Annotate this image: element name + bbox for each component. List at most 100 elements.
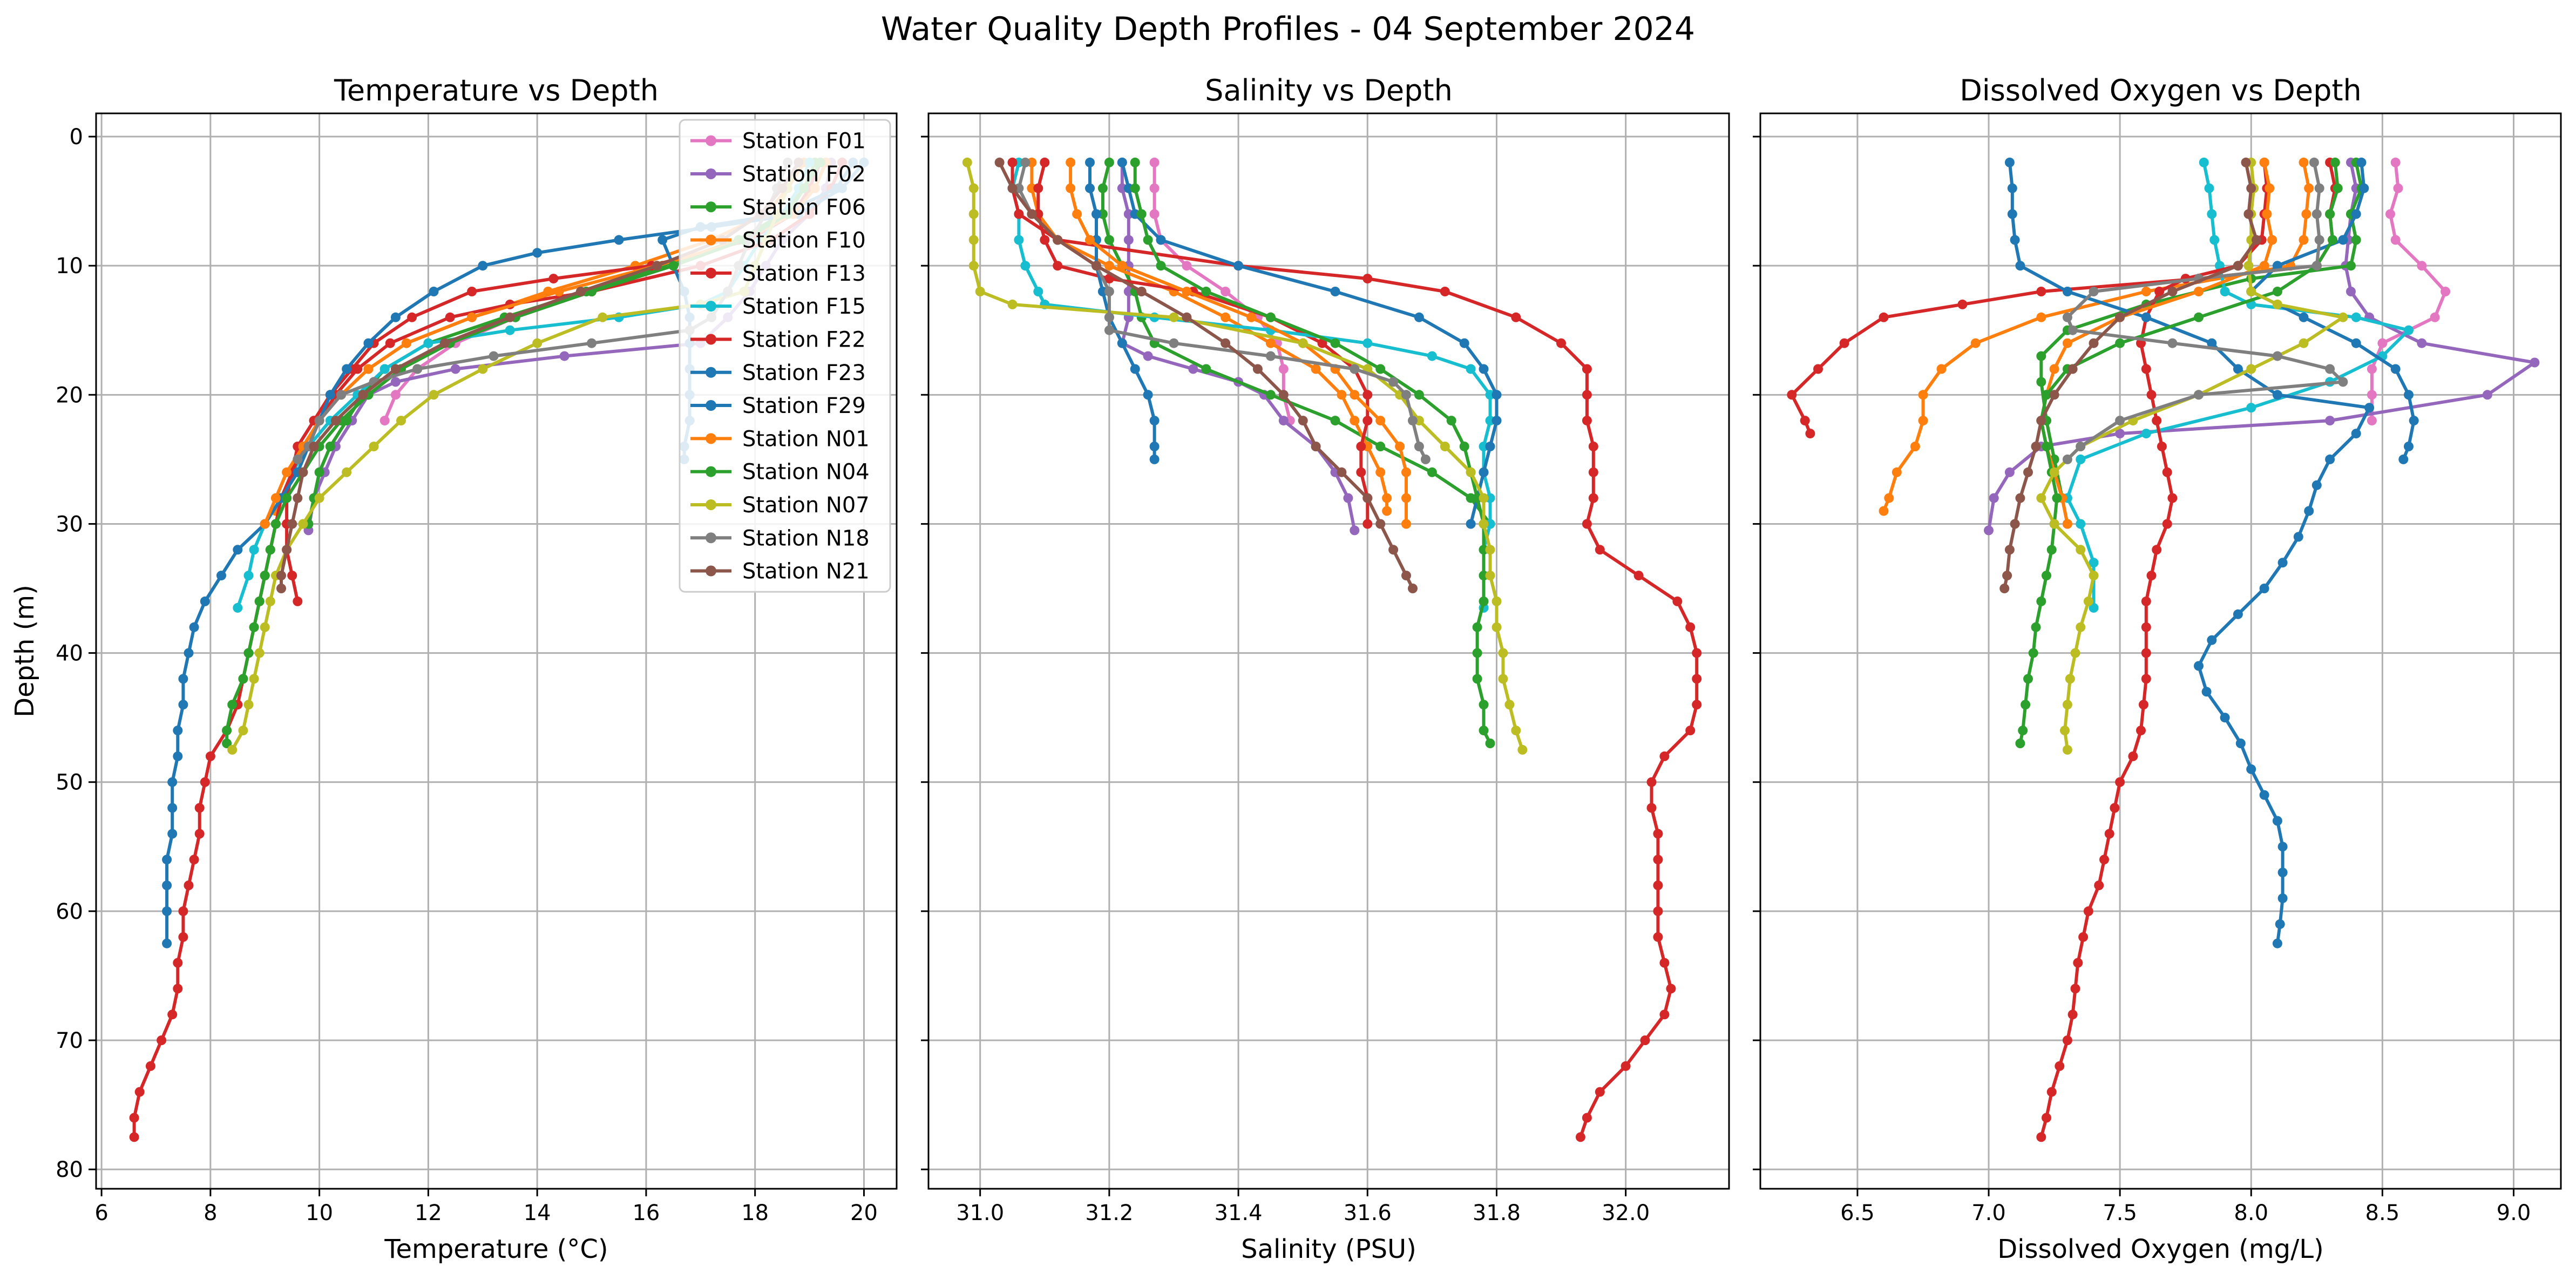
legend-label: Station N07 <box>742 493 870 518</box>
data-point <box>2104 829 2114 839</box>
panel-2: 31.0 31.2 31.4 31.6 31.8 32.0 Salinity vs Dept… <box>921 73 1730 1264</box>
data-point <box>2246 764 2256 774</box>
data-point <box>1989 493 1999 503</box>
data-point <box>1233 261 1244 271</box>
data-point <box>1350 416 1360 426</box>
y-tick-label: 30 <box>56 512 83 537</box>
data-point <box>2277 842 2288 852</box>
data-point <box>2194 287 2204 296</box>
series-group <box>1787 157 2540 1142</box>
data-point <box>1382 493 1392 503</box>
data-point <box>1375 364 1386 374</box>
x-tick-label: 31.6 <box>1344 1201 1392 1225</box>
data-point <box>489 351 499 361</box>
data-point <box>2004 545 2015 555</box>
data-point <box>314 493 324 503</box>
data-point <box>1362 416 1373 426</box>
data-point <box>2002 571 2012 581</box>
data-point <box>1582 364 1592 374</box>
data-point <box>2062 312 2072 322</box>
data-point <box>532 248 543 258</box>
data-point <box>2046 545 2057 555</box>
x-tick-label: 8.5 <box>2365 1201 2400 1225</box>
data-point <box>439 338 450 348</box>
data-point <box>2023 674 2033 684</box>
data-point <box>287 519 297 529</box>
data-point <box>2021 700 2031 710</box>
data-point <box>1350 364 1360 374</box>
data-point <box>342 467 352 477</box>
data-point <box>2115 416 2125 426</box>
data-point <box>1492 622 1502 632</box>
data-point <box>1401 493 1411 503</box>
data-point <box>1910 442 1920 451</box>
data-point <box>2141 429 2151 439</box>
data-point <box>2246 364 2256 374</box>
data-point <box>1278 416 1289 426</box>
data-point <box>1466 364 1476 374</box>
x-tick-label: 31.8 <box>1473 1201 1521 1225</box>
data-point <box>1330 338 1340 348</box>
data-point <box>2277 558 2288 568</box>
data-point <box>1646 777 1657 787</box>
data-point <box>1117 157 1127 167</box>
data-point <box>2385 209 2395 219</box>
data-point <box>2031 442 2041 451</box>
data-point <box>249 674 259 684</box>
data-point <box>1085 183 1095 193</box>
series-line <box>2018 160 2340 745</box>
data-point <box>2338 377 2348 387</box>
data-point <box>1053 261 1063 271</box>
data-point <box>2304 183 2314 193</box>
data-point <box>1813 364 1823 374</box>
data-point <box>2351 235 2361 245</box>
x-tick-label: 12 <box>415 1201 442 1225</box>
data-point <box>1588 442 1598 451</box>
data-point <box>1350 390 1360 400</box>
data-point <box>2036 493 2046 503</box>
data-point <box>2146 390 2157 400</box>
data-point <box>2201 687 2212 697</box>
data-point <box>222 726 232 736</box>
data-point <box>1479 493 1489 503</box>
data-point <box>1246 312 1256 322</box>
data-point <box>2259 790 2269 800</box>
data-point <box>2272 287 2282 296</box>
data-point <box>1149 454 1160 464</box>
data-point <box>1278 390 1289 400</box>
panel-1: 6 8 10 12 14 16 18 20 0 10 20 30 40 50 60 70 80 Temperatu… <box>10 73 898 1264</box>
data-point <box>2314 235 2324 245</box>
data-point <box>2311 480 2322 490</box>
data-point <box>2028 648 2038 658</box>
data-point <box>1356 467 1366 477</box>
data-point <box>505 325 515 335</box>
x-tick-label: 31.0 <box>956 1201 1004 1225</box>
x-tick-label: 6 <box>94 1201 108 1225</box>
data-point <box>1362 274 1373 284</box>
data-point <box>962 157 972 167</box>
data-point <box>2128 751 2138 761</box>
data-point <box>1182 261 1192 271</box>
data-point <box>2351 312 2361 322</box>
data-point <box>2482 390 2492 400</box>
data-point <box>2060 726 2070 736</box>
data-point <box>559 351 570 361</box>
data-point <box>2036 416 2046 426</box>
data-point <box>2309 157 2319 167</box>
data-point <box>309 442 319 451</box>
data-point <box>1401 467 1411 477</box>
data-point <box>1427 351 1437 361</box>
data-point <box>390 364 401 374</box>
data-point <box>1169 312 1179 322</box>
data-point <box>2530 357 2540 368</box>
legend-label: Station N18 <box>742 526 870 551</box>
data-point <box>238 674 248 684</box>
legend-swatch-marker <box>706 201 716 213</box>
x-tick-label: 31.2 <box>1085 1201 1133 1225</box>
data-point <box>2167 287 2178 296</box>
data-point <box>1014 209 1024 219</box>
data-point <box>2049 519 2059 529</box>
data-point <box>1511 726 1521 736</box>
data-point <box>2141 364 2151 374</box>
data-point <box>2049 364 2059 374</box>
